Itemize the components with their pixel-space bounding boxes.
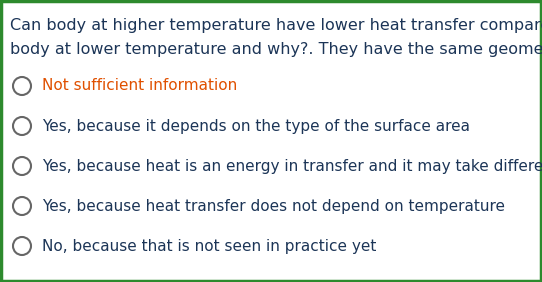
- Text: body at lower temperature and why?. They have the same geometry: body at lower temperature and why?. They…: [10, 42, 542, 57]
- Text: Can body at higher temperature have lower heat transfer compared to: Can body at higher temperature have lowe…: [10, 18, 542, 33]
- Text: No, because that is not seen in practice yet: No, because that is not seen in practice…: [42, 239, 376, 254]
- Text: Not sufficient information: Not sufficient information: [42, 78, 237, 94]
- Text: Yes, because heat is an energy in transfer and it may take different values: Yes, because heat is an energy in transf…: [42, 158, 542, 173]
- Text: Yes, because it depends on the type of the surface area: Yes, because it depends on the type of t…: [42, 118, 470, 133]
- Text: Yes, because heat transfer does not depend on temperature: Yes, because heat transfer does not depe…: [42, 199, 505, 213]
